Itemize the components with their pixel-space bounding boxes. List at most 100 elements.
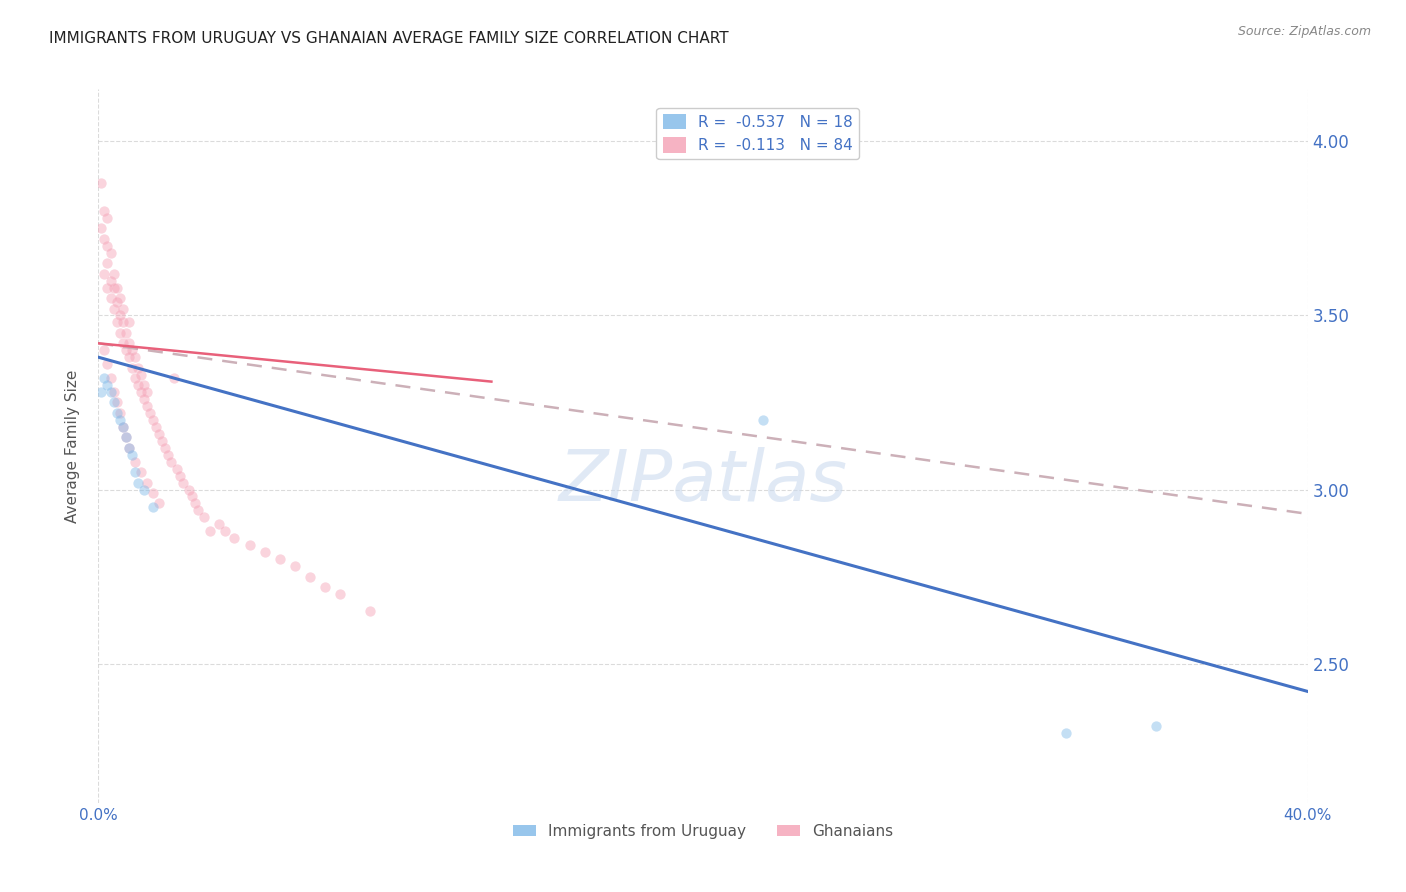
Point (108, 406, 131, 420)
Point (135, 475, 157, 490)
Point (1054, 726, 1077, 740)
Point (187, 503, 209, 517)
Point (105, 395, 128, 409)
Point (253, 545, 276, 559)
Point (100, 245, 122, 260)
Point (108, 291, 131, 305)
Point (93, 232, 115, 246)
Point (239, 538, 262, 552)
Point (127, 475, 149, 490)
Point (108, 413, 131, 427)
Point (114, 326, 136, 340)
Point (100, 274, 122, 288)
Point (96, 239, 118, 253)
Point (111, 336, 134, 351)
Point (124, 371, 146, 385)
Point (111, 301, 134, 316)
Point (148, 426, 170, 441)
Point (114, 430, 136, 444)
Point (329, 587, 352, 601)
Point (169, 468, 191, 483)
Point (114, 430, 136, 444)
Point (118, 350, 141, 364)
Point (284, 559, 307, 574)
Point (108, 309, 131, 323)
Point (111, 315, 134, 329)
Point (208, 517, 231, 532)
Point (142, 486, 165, 500)
Point (166, 461, 188, 475)
Point (90, 385, 112, 400)
Point (127, 378, 149, 392)
Point (124, 465, 146, 479)
Point (100, 291, 122, 305)
Point (153, 441, 176, 455)
Point (360, 604, 382, 618)
Point (111, 420, 134, 434)
Point (121, 360, 143, 375)
Point (148, 496, 170, 510)
Point (103, 267, 125, 281)
Point (214, 524, 236, 539)
Point (269, 552, 291, 566)
Point (314, 580, 336, 594)
Legend: Immigrants from Uruguay, Ghanaians: Immigrants from Uruguay, Ghanaians (508, 818, 898, 845)
Point (127, 360, 149, 375)
Point (105, 294, 128, 309)
Point (96, 211, 118, 225)
Point (118, 336, 141, 351)
Point (139, 406, 162, 420)
Y-axis label: Average Family Size: Average Family Size (65, 369, 80, 523)
Point (105, 280, 128, 294)
Point (103, 280, 125, 294)
Point (93, 343, 115, 358)
Point (100, 371, 122, 385)
Point (105, 315, 128, 329)
Point (103, 395, 125, 409)
Point (105, 406, 128, 420)
Point (752, 413, 775, 427)
Point (184, 496, 207, 510)
Point (96, 357, 118, 371)
Point (93, 204, 115, 219)
Point (145, 420, 167, 434)
Point (132, 483, 155, 497)
Point (163, 371, 186, 385)
Point (181, 490, 204, 504)
Point (111, 420, 134, 434)
Point (96, 280, 118, 294)
Point (103, 301, 125, 316)
Point (150, 434, 173, 448)
Point (90, 221, 112, 235)
Point (103, 385, 125, 400)
Point (135, 385, 157, 400)
Point (96, 378, 118, 392)
Point (200, 524, 222, 539)
Point (114, 343, 136, 358)
Text: IMMIGRANTS FROM URUGUAY VS GHANAIAN AVERAGE FAMILY SIZE CORRELATION CHART: IMMIGRANTS FROM URUGUAY VS GHANAIAN AVER… (49, 31, 728, 46)
Text: Source: ZipAtlas.com: Source: ZipAtlas.com (1237, 25, 1371, 38)
Point (121, 343, 143, 358)
Point (135, 399, 157, 413)
Point (93, 267, 115, 281)
Point (129, 368, 152, 382)
Text: ZIPatlas: ZIPatlas (558, 447, 848, 516)
Point (124, 455, 146, 469)
Point (142, 500, 165, 514)
Point (156, 448, 179, 462)
Point (121, 448, 143, 462)
Point (299, 569, 322, 583)
Point (129, 385, 152, 400)
Point (224, 531, 246, 545)
Point (129, 465, 152, 479)
Point (118, 315, 141, 329)
Point (90, 176, 112, 190)
Point (1144, 719, 1167, 733)
Point (142, 413, 165, 427)
Point (160, 455, 183, 469)
Point (118, 441, 141, 455)
Point (118, 441, 141, 455)
Point (108, 326, 131, 340)
Point (96, 256, 118, 270)
Point (100, 385, 122, 400)
